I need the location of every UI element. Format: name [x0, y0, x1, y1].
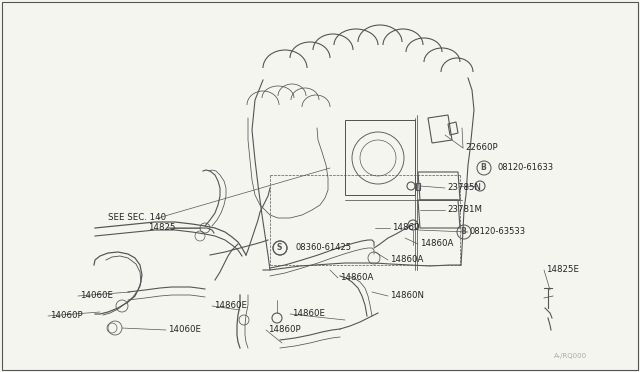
Text: 14860A: 14860A: [420, 240, 453, 248]
Text: 23781M: 23781M: [447, 205, 482, 215]
Text: 08360-61425: 08360-61425: [296, 244, 352, 253]
Text: S: S: [276, 244, 282, 253]
Text: 14060E: 14060E: [80, 292, 113, 301]
Text: 14860P: 14860P: [268, 326, 301, 334]
Text: 14825E: 14825E: [546, 266, 579, 275]
Text: 14825: 14825: [148, 224, 175, 232]
Text: 14860A: 14860A: [340, 273, 373, 282]
Text: 22660P: 22660P: [465, 144, 498, 153]
Text: 14860E: 14860E: [214, 301, 247, 311]
Text: 14860: 14860: [392, 224, 419, 232]
Text: A-/RQ000: A-/RQ000: [554, 353, 587, 359]
Text: 08120-63533: 08120-63533: [470, 228, 526, 237]
Text: SEE SEC. 140: SEE SEC. 140: [108, 214, 166, 222]
Text: B: B: [460, 228, 466, 237]
Text: 14060E: 14060E: [168, 326, 201, 334]
Text: 14860A: 14860A: [390, 256, 424, 264]
Text: 14060P: 14060P: [50, 311, 83, 321]
Text: 23785N: 23785N: [447, 183, 481, 192]
Text: 14860E: 14860E: [292, 310, 325, 318]
Text: B: B: [480, 164, 486, 173]
Text: 08120-61633: 08120-61633: [497, 164, 553, 173]
Text: 14860N: 14860N: [390, 292, 424, 301]
